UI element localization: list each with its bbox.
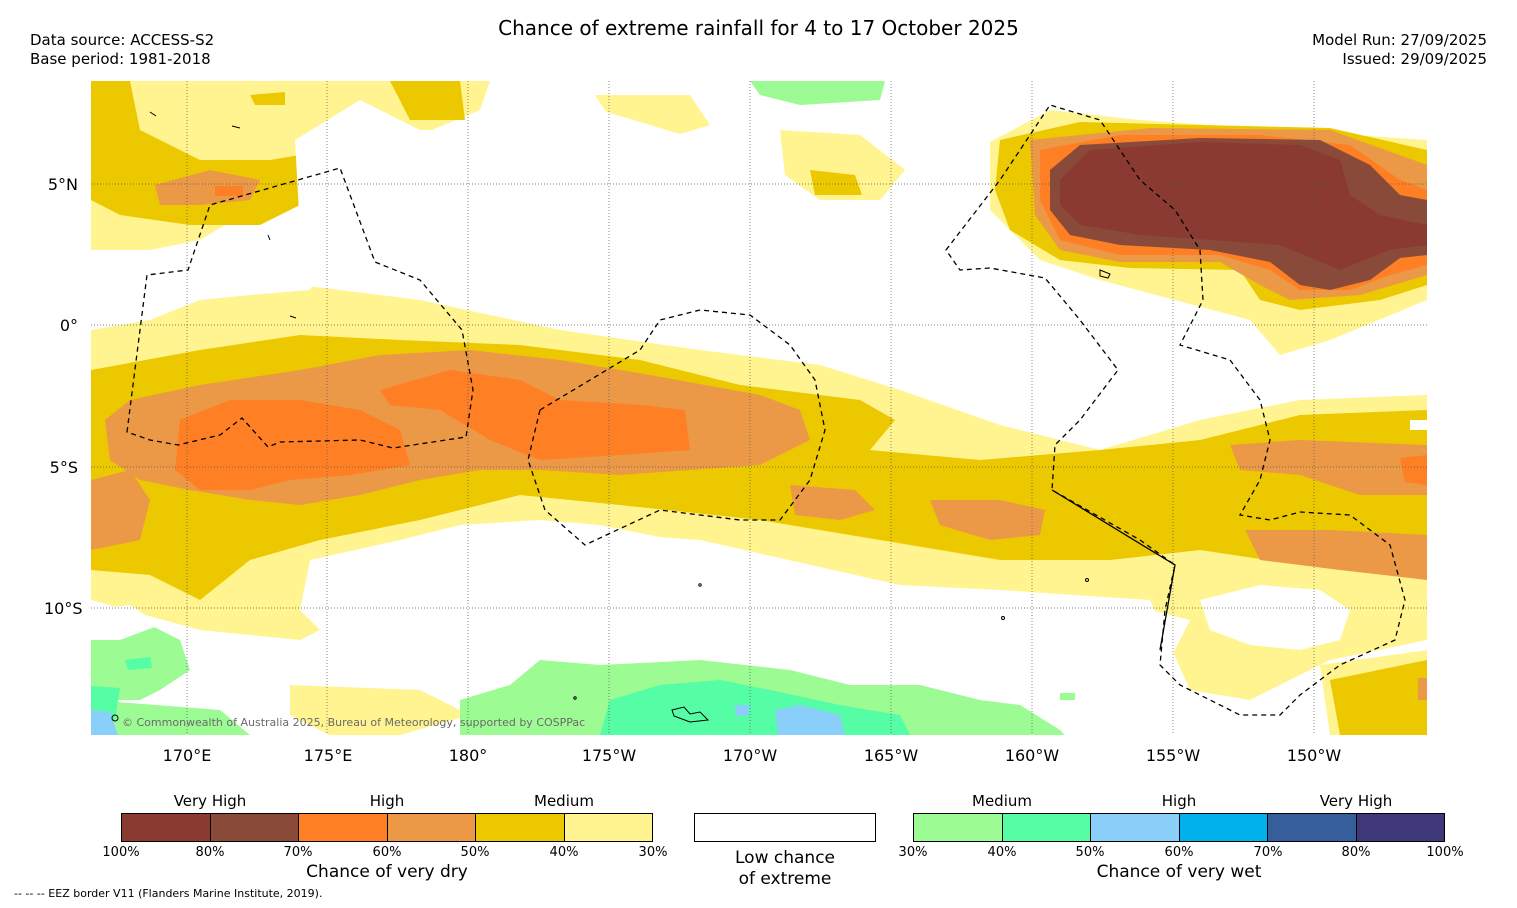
wet-swatch-2 bbox=[1002, 814, 1091, 841]
dry-swatch-4 bbox=[387, 814, 476, 841]
coastlines bbox=[111, 111, 1111, 723]
lat-label-0: 0° bbox=[59, 316, 78, 335]
dry-swatch-1 bbox=[122, 814, 211, 841]
wet-tick-80: 80% bbox=[1341, 845, 1371, 860]
eez-borders bbox=[126, 104, 1406, 716]
wet-swatch-1 bbox=[914, 814, 1003, 841]
low-chance-line2: of extreme bbox=[738, 869, 832, 889]
dry-group-very-high: Very High bbox=[173, 792, 247, 810]
wet-tick-30: 30% bbox=[898, 845, 928, 860]
lon-label-160w: 160°W bbox=[1004, 746, 1060, 765]
lon-label-150w: 150°W bbox=[1286, 746, 1342, 765]
eez-solid-border bbox=[1051, 489, 1176, 651]
data-source: Data source: ACCESS-S2 bbox=[30, 31, 215, 49]
lon-label-175w: 175°W bbox=[581, 746, 637, 765]
run-info: Model Run: 27/09/2025 Issued: 29/09/2025 bbox=[1312, 31, 1487, 69]
map-fields bbox=[91, 81, 1427, 735]
lon-label-170w: 170°W bbox=[722, 746, 778, 765]
lon-label-175e: 175°E bbox=[303, 746, 353, 765]
lat-label-5s: 5°S bbox=[49, 458, 78, 477]
wet-group-very-high: Very High bbox=[1319, 792, 1393, 810]
dry-tick-40: 40% bbox=[549, 845, 579, 860]
lat-label-10s: 10°S bbox=[44, 599, 83, 618]
lat-label-5n: 5°N bbox=[47, 175, 78, 194]
low-chance-line1: Low chance bbox=[735, 848, 835, 868]
wet-swatch-4 bbox=[1179, 814, 1268, 841]
map-credit: © Commonwealth of Australia 2025, Bureau… bbox=[122, 716, 586, 729]
data-info: Data source: ACCESS-S2 Base period: 1981… bbox=[30, 31, 214, 69]
dry-group-medium: Medium bbox=[534, 792, 594, 810]
dry-swatch-5 bbox=[476, 814, 565, 841]
model-run: Model Run: 27/09/2025 bbox=[1312, 31, 1487, 49]
wet-group-high: High bbox=[1161, 792, 1197, 810]
dry-swatch-6 bbox=[564, 814, 652, 841]
dry-tick-50: 50% bbox=[460, 845, 490, 860]
dry-swatch-3 bbox=[299, 814, 388, 841]
low-chance-caption: Low chance of extreme bbox=[694, 848, 876, 890]
dry-tick-100: 100% bbox=[102, 845, 140, 860]
rainfall-map bbox=[91, 81, 1427, 735]
wet-tick-50: 50% bbox=[1075, 845, 1105, 860]
wet-group-medium: Medium bbox=[972, 792, 1032, 810]
dry-80-100-field bbox=[1060, 142, 1427, 270]
wet-tick-60: 60% bbox=[1164, 845, 1194, 860]
wet-colorbar bbox=[913, 813, 1445, 842]
map-title: Chance of extreme rainfall for 4 to 17 O… bbox=[498, 16, 1019, 40]
base-period: Base period: 1981-2018 bbox=[30, 50, 211, 68]
dry-tick-60: 60% bbox=[372, 845, 402, 860]
graticule bbox=[91, 81, 1427, 735]
low-chance-swatch bbox=[694, 813, 876, 842]
lon-label-170e: 170°E bbox=[162, 746, 212, 765]
dry-caption: Chance of very dry bbox=[306, 862, 468, 882]
dry-tick-30: 30% bbox=[638, 845, 668, 860]
low-chance-field bbox=[91, 100, 1427, 670]
wet-caption: Chance of very wet bbox=[1096, 862, 1262, 882]
wet-swatch-3 bbox=[1091, 814, 1180, 841]
dry-swatch-2 bbox=[210, 814, 299, 841]
dry-colorbar bbox=[121, 813, 653, 842]
lon-label-165w: 165°W bbox=[863, 746, 919, 765]
wet-50-60-field bbox=[91, 705, 845, 735]
lon-label-155w: 155°W bbox=[1145, 746, 1201, 765]
wet-tick-70: 70% bbox=[1253, 845, 1283, 860]
wet-tick-40: 40% bbox=[987, 845, 1017, 860]
wet-swatch-6 bbox=[1356, 814, 1444, 841]
dry-group-high: High bbox=[369, 792, 405, 810]
lon-label-180: 180° bbox=[448, 746, 488, 765]
wet-tick-100: 100% bbox=[1426, 845, 1464, 860]
eez-footnote: -- -- -- EEZ border V11 (Flanders Marine… bbox=[14, 887, 323, 900]
wet-swatch-5 bbox=[1268, 814, 1357, 841]
issued-date: Issued: 29/09/2025 bbox=[1342, 50, 1487, 68]
dry-tick-70: 70% bbox=[283, 845, 313, 860]
dry-tick-80: 80% bbox=[195, 845, 225, 860]
